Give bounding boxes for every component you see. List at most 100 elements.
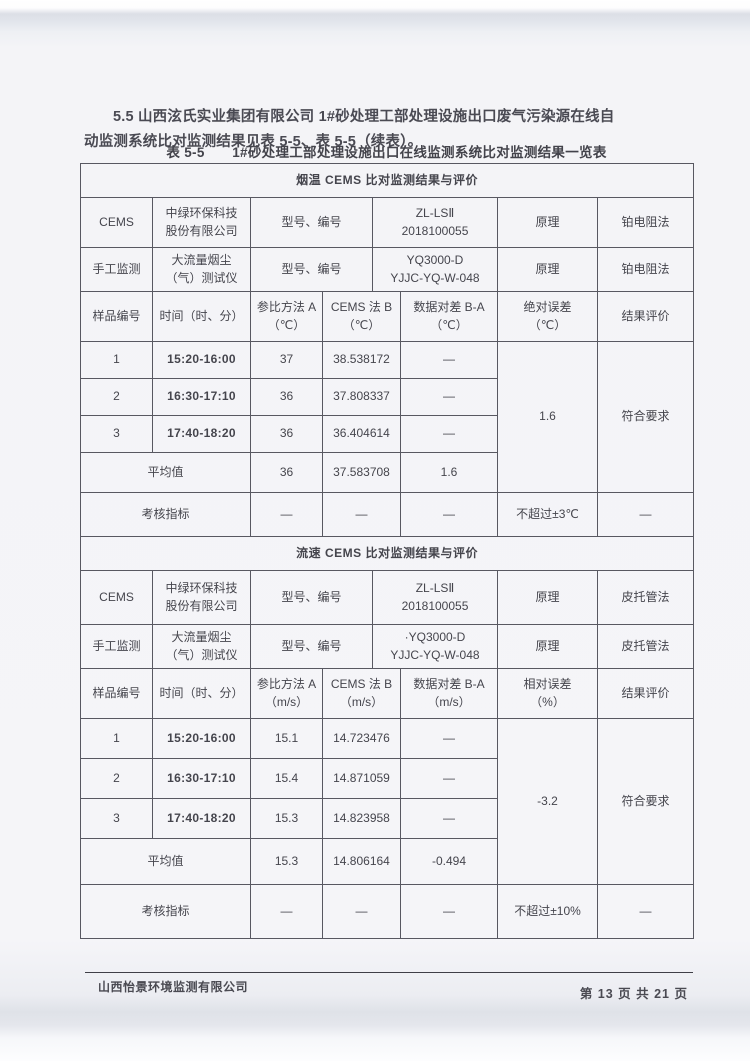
device-role-cell: CEMS [80, 570, 153, 625]
col-header-time: 时间（时、分） [152, 668, 251, 719]
device-row-cems: CEMS 中绿环保科技 股份有限公司 型号、编号 ZL-LSⅡ 20181000… [80, 197, 695, 248]
sample-id-cell: 3 [80, 415, 153, 453]
device-name-cell: 中绿环保科技 股份有限公司 [152, 570, 251, 625]
ref-value-cell: 15.4 [250, 758, 323, 799]
ref-value-cell: 37 [250, 341, 323, 379]
criterion-cell: 不超过±10% [497, 884, 598, 939]
sample-id-cell: 1 [80, 341, 153, 379]
principle-value-cell: 皮托管法 [596, 624, 695, 669]
sample-row: 3 17:40-18:20 36 36.404614 — [80, 415, 694, 453]
footer-company-name: 山西怡景环境监测有限公司 [98, 980, 249, 994]
col-header-cems: CEMS 法 B （℃） [322, 291, 401, 342]
col-header-diff: 数据对差 B-A （m/s） [400, 668, 498, 719]
device-row-manual: 手工监测 大流量烟尘 （气）测试仪 型号、编号 ·YQ3000-D YJJC-Y… [80, 624, 695, 669]
section-temperature: 烟温 CEMS 比对监测结果与评价 CEMS 中绿环保科技 股份有限公司 型号、… [79, 163, 695, 537]
ref-value-cell: — [250, 492, 323, 537]
footer-divider [85, 972, 693, 973]
device-role-cell: CEMS [80, 197, 153, 248]
ref-value-cell: 36 [250, 415, 323, 453]
model-label-cell: 型号、编号 [250, 570, 373, 625]
average-label-cell: 平均值 [80, 838, 251, 885]
principle-label-cell: 原理 [497, 570, 598, 625]
sample-row: 1 15:20-16:00 15.1 14.723476 — -3.2 符合要求 [80, 718, 695, 885]
diff-cell: — [400, 758, 498, 799]
cems-value-cell: 37.808337 [322, 378, 401, 416]
device-row-manual: 手工监测 大流量烟尘 （气）测试仪 型号、编号 YQ3000-D YJJC-YQ… [80, 247, 695, 292]
diff-cell: — [400, 718, 498, 759]
cems-value-cell: — [322, 884, 401, 939]
merged-error-cell: 1.6 [497, 341, 598, 493]
col-header-time: 时间（时、分） [152, 291, 251, 342]
cems-value-cell: 14.871059 [322, 758, 401, 799]
time-cell: 16:30-17:10 [152, 378, 251, 416]
cems-value-cell: 14.723476 [322, 718, 401, 759]
result-cell: — [596, 884, 695, 939]
sample-row: 1 15:20-16:00 37 38.538172 — 1.6 符合要求 [80, 341, 695, 493]
device-name-cell: 大流量烟尘 （气）测试仪 [152, 247, 251, 292]
average-row: 平均值 36 37.583708 1.6 [80, 452, 694, 493]
sample-id-cell: 3 [80, 798, 153, 839]
time-cell: 15:20-16:00 [152, 341, 251, 379]
col-header-error: 绝对误差 （℃） [497, 291, 598, 342]
sample-row: 2 16:30-17:10 36 37.808337 — [80, 378, 694, 416]
device-role-cell: 手工监测 [80, 624, 153, 669]
model-value-cell: ·YQ3000-D YJJC-YQ-W-048 [372, 624, 498, 669]
col-header-ref-method: 参比方法 A （m/s） [250, 668, 323, 719]
criterion-cell: 不超过±3℃ [497, 492, 598, 537]
principle-value-cell: 皮托管法 [596, 570, 695, 625]
cems-value-cell: 38.538172 [322, 341, 401, 379]
principle-value-cell: 铂电阻法 [596, 247, 695, 292]
model-value-cell: ZL-LSⅡ 2018100055 [372, 570, 498, 625]
col-header-diff: 数据对差 B-A （℃） [400, 291, 498, 342]
col-header-sample-id: 样品编号 [80, 291, 153, 342]
diff-cell: — [400, 492, 498, 537]
sample-row: 2 16:30-17:10 15.4 14.871059 — [80, 758, 694, 799]
cems-value-cell: — [322, 492, 401, 537]
principle-label-cell: 原理 [497, 624, 598, 669]
ref-value-cell: 15.3 [250, 838, 323, 885]
diff-cell: — [400, 884, 498, 939]
average-label-cell: 平均值 [80, 452, 251, 493]
col-header-ref-method: 参比方法 A （℃） [250, 291, 323, 342]
device-name-cell: 大流量烟尘 （气）测试仪 [152, 624, 251, 669]
col-header-result: 结果评价 [596, 291, 695, 342]
column-header-row: 样品编号 时间（时、分） 参比方法 A （m/s） CEMS 法 B （m/s）… [80, 668, 695, 719]
ref-value-cell: 15.3 [250, 798, 323, 839]
merged-result-cell: 符合要求 [596, 341, 695, 493]
merged-error-cell: -3.2 [497, 718, 598, 885]
cems-value-cell: 37.583708 [322, 452, 401, 493]
diff-cell: -0.494 [400, 838, 498, 885]
assessment-label-cell: 考核指标 [80, 884, 251, 939]
assessment-label-cell: 考核指标 [80, 492, 251, 537]
time-cell: 15:20-16:00 [152, 718, 251, 759]
intro-paragraph: 5.5 山西泫氏实业集团有限公司 1#砂处理工部处理设施出口废气污染源在线自 动… [84, 108, 615, 151]
ref-value-cell: 36 [250, 378, 323, 416]
model-value-cell: ZL-LSⅡ 2018100055 [372, 197, 498, 248]
time-cell: 16:30-17:10 [152, 758, 251, 799]
model-label-cell: 型号、编号 [250, 247, 373, 292]
device-role-cell: 手工监测 [80, 247, 153, 292]
table-caption: 表 5-5 1#砂处理工部处理设施出口在线监测系统比对监测结果一览表 [166, 145, 607, 160]
cems-value-cell: 36.404614 [322, 415, 401, 453]
diff-cell: — [400, 378, 498, 416]
principle-label-cell: 原理 [497, 247, 598, 292]
ref-value-cell: — [250, 884, 323, 939]
assessment-row: 考核指标 — — — 不超过±3℃ — [80, 492, 695, 537]
column-header-row: 样品编号 时间（时、分） 参比方法 A （℃） CEMS 法 B （℃） 数据对… [80, 291, 695, 342]
section-title: 流速 CEMS 比对监测结果与评价 [79, 536, 695, 571]
sample-id-cell: 1 [80, 718, 153, 759]
col-header-result: 结果评价 [596, 668, 695, 719]
device-row-cems: CEMS 中绿环保科技 股份有限公司 型号、编号 ZL-LSⅡ 20181000… [80, 570, 695, 625]
col-header-cems: CEMS 法 B （m/s） [322, 668, 401, 719]
footer-page-number: 第 13 页 共 21 页 [579, 987, 688, 1001]
ref-value-cell: 36 [250, 452, 323, 493]
diff-cell: — [400, 415, 498, 453]
diff-cell: — [400, 341, 498, 379]
col-header-sample-id: 样品编号 [80, 668, 153, 719]
assessment-row: 考核指标 — — — 不超过±10% — [80, 884, 695, 939]
ref-value-cell: 15.1 [250, 718, 323, 759]
result-cell: — [596, 492, 695, 537]
principle-value-cell: 铂电阻法 [596, 197, 695, 248]
cems-value-cell: 14.823958 [322, 798, 401, 839]
